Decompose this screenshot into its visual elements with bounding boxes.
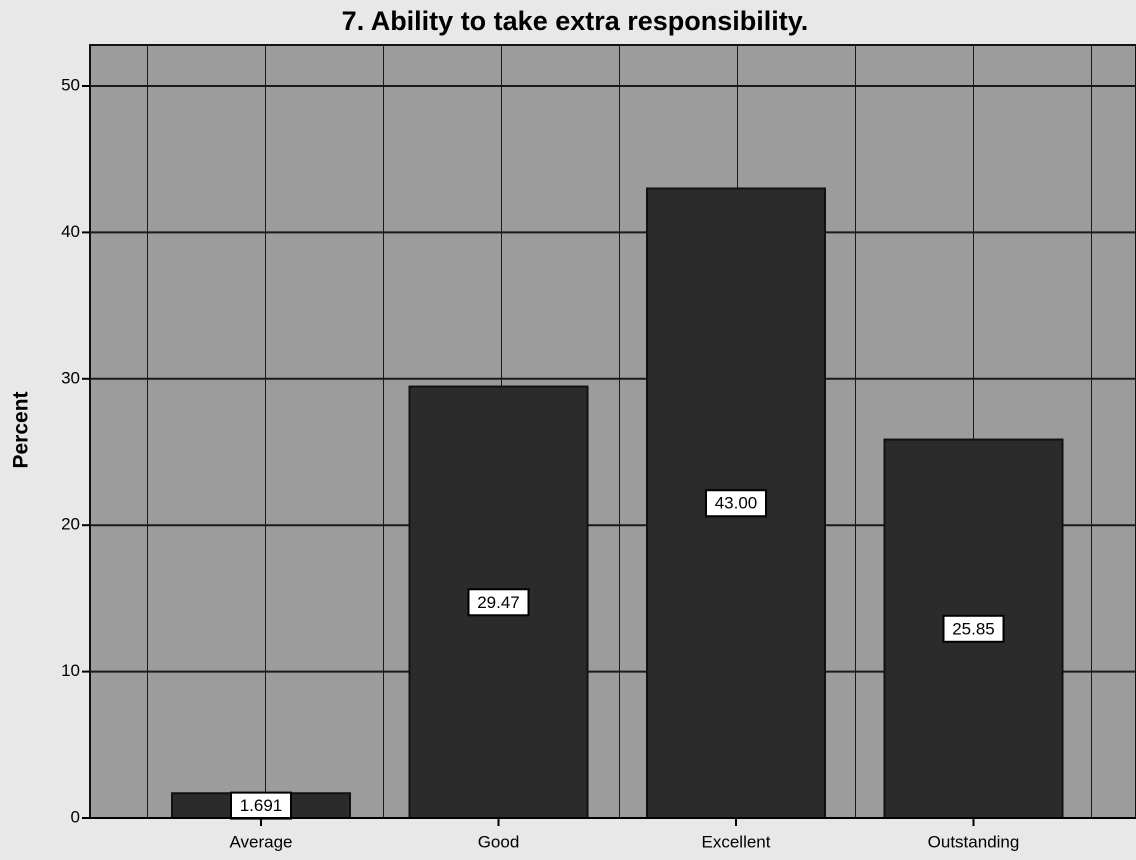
y-tick-label: 40 [61, 222, 80, 241]
y-tick-label: 20 [61, 515, 80, 534]
value-label-box [230, 791, 292, 820]
value-label: 29.47 [477, 593, 520, 612]
y-tick-label: 10 [61, 661, 80, 680]
value-label-box [705, 489, 767, 518]
value-label: 25.85 [952, 619, 995, 638]
y-tick-label: 0 [71, 807, 80, 826]
x-tick-label: Average [229, 832, 292, 851]
y-tick-label: 30 [61, 368, 80, 387]
value-label: 43.00 [715, 494, 758, 513]
value-label: 1.691 [240, 796, 283, 815]
x-tick-label: Excellent [702, 832, 771, 851]
x-tick-label: Outstanding [928, 832, 1020, 851]
y-axis-label: Percent [10, 391, 33, 468]
chart-title: 7. Ability to take extra responsibility. [342, 6, 809, 36]
y-tick-label: 50 [61, 75, 80, 94]
x-tick-label: Good [478, 832, 520, 851]
value-label-box [467, 588, 530, 617]
value-label-box [942, 614, 1005, 643]
